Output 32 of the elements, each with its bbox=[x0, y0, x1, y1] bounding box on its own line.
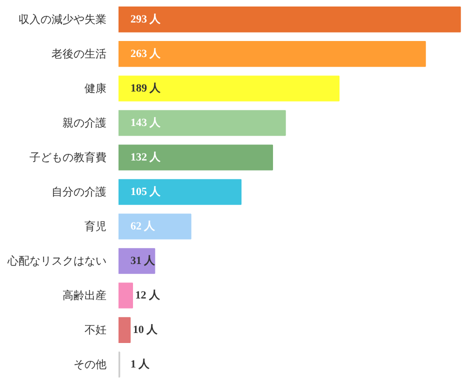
y-tick-label: 心配なリスクはない bbox=[6, 254, 106, 268]
y-tick-label: 健康 bbox=[84, 82, 106, 95]
y-tick-label: 収入の減少や失業 bbox=[18, 12, 106, 26]
data-label: 31 人 bbox=[130, 255, 156, 268]
data-label: 293 人 bbox=[130, 13, 162, 26]
data-label: 62 人 bbox=[130, 220, 156, 233]
data-label: 132 人 bbox=[130, 151, 162, 164]
bar bbox=[118, 317, 131, 343]
y-tick-label: その他 bbox=[74, 358, 106, 372]
data-label: 12 人 bbox=[135, 290, 161, 302]
bar bbox=[118, 6, 461, 32]
data-label: 105 人 bbox=[130, 186, 162, 198]
bar bbox=[118, 214, 192, 240]
bar bbox=[118, 41, 426, 67]
y-tick-label: 不妊 bbox=[84, 324, 106, 337]
data-label: 143 人 bbox=[130, 116, 162, 129]
bar bbox=[118, 144, 274, 170]
bar bbox=[118, 76, 340, 102]
y-tick-label: 高齢出産 bbox=[62, 289, 106, 302]
data-label: 263 人 bbox=[130, 48, 162, 60]
y-tick-label: 親の介護 bbox=[62, 116, 106, 130]
y-tick-label: 子どもの教育費 bbox=[30, 150, 106, 164]
data-label: 189 人 bbox=[130, 82, 162, 94]
y-tick-label: 老後の生活 bbox=[52, 47, 106, 60]
bar bbox=[118, 248, 156, 274]
bar bbox=[118, 110, 286, 136]
y-tick-label: 育児 bbox=[84, 220, 106, 234]
data-label: 10 人 bbox=[132, 324, 159, 336]
bar bbox=[118, 282, 133, 308]
data-label: 1 人 bbox=[130, 358, 151, 371]
bar bbox=[118, 179, 242, 205]
y-tick-label: 自分の介護 bbox=[52, 186, 106, 198]
